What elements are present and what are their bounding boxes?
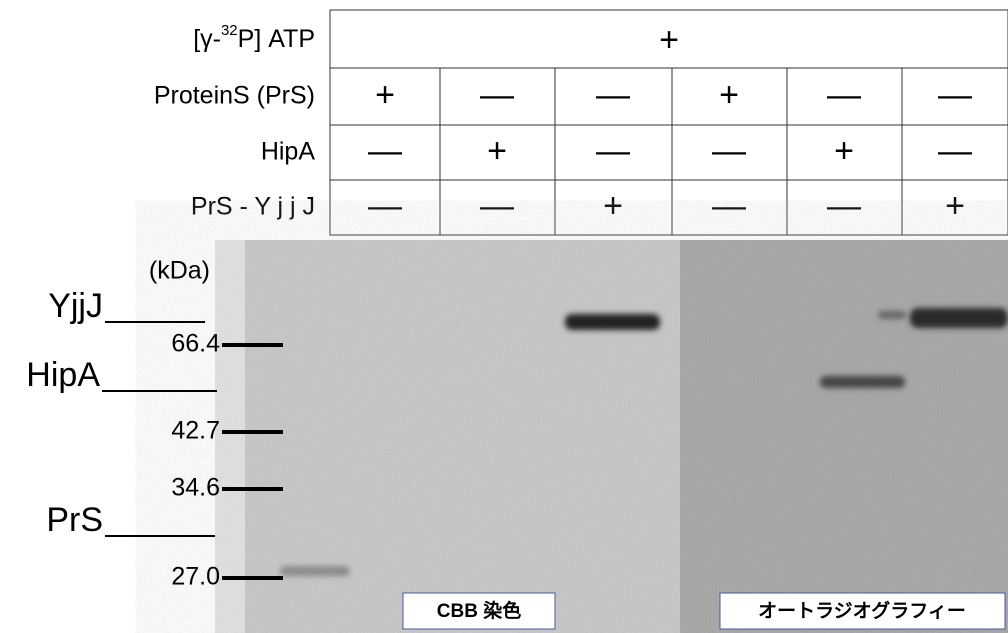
- cell: —: [480, 187, 514, 225]
- cell: —: [712, 132, 746, 170]
- label-part: P] ATP: [238, 25, 315, 53]
- cell: +: [487, 132, 507, 170]
- protein-label: PrS: [46, 501, 103, 539]
- label-part: [γ-: [193, 25, 221, 53]
- marker-label: 66.4: [171, 330, 220, 358]
- header-value: +: [659, 21, 679, 59]
- protein-label: YjjJ: [48, 287, 103, 325]
- cell: —: [827, 76, 861, 114]
- cell: —: [712, 187, 746, 225]
- row-label: PrS - Y j j J: [191, 193, 315, 221]
- header-label: [γ-32P] ATP: [193, 22, 315, 53]
- cell: —: [368, 187, 402, 225]
- marker-label: 42.7: [171, 417, 220, 445]
- row-label: HipA: [261, 138, 316, 166]
- figure: [γ-32P] ATP + ProteinS (PrS) + — — + — — HipA — +…: [0, 0, 1008, 633]
- cell: —: [938, 76, 972, 114]
- marker-label: 27.0: [171, 563, 220, 591]
- cell: +: [834, 132, 854, 170]
- band: [910, 308, 1008, 328]
- cell: —: [938, 132, 972, 170]
- cell: —: [480, 76, 514, 114]
- cell: +: [719, 76, 739, 114]
- cell: —: [827, 187, 861, 225]
- band: [565, 314, 660, 330]
- row-label: ProteinS (PrS): [154, 82, 315, 110]
- cell: +: [945, 187, 965, 225]
- panel-label: オートラジオグラフィー: [758, 599, 966, 622]
- cell: —: [368, 132, 402, 170]
- superscript: 32: [221, 22, 238, 39]
- cell: —: [596, 76, 630, 114]
- cell: +: [603, 187, 623, 225]
- cell: +: [375, 76, 395, 114]
- rows: ProteinS (PrS) + — — + — — HipA — + — — + — PrS - Y j …: [154, 76, 972, 225]
- panel-label: CBB 染色: [437, 599, 521, 622]
- band: [820, 376, 905, 388]
- marker-label: 34.6: [171, 474, 220, 502]
- band: [280, 566, 350, 576]
- unit-label: (kDa): [149, 257, 210, 285]
- cell: —: [596, 132, 630, 170]
- protein-label: HipA: [26, 356, 100, 394]
- band: [878, 311, 906, 319]
